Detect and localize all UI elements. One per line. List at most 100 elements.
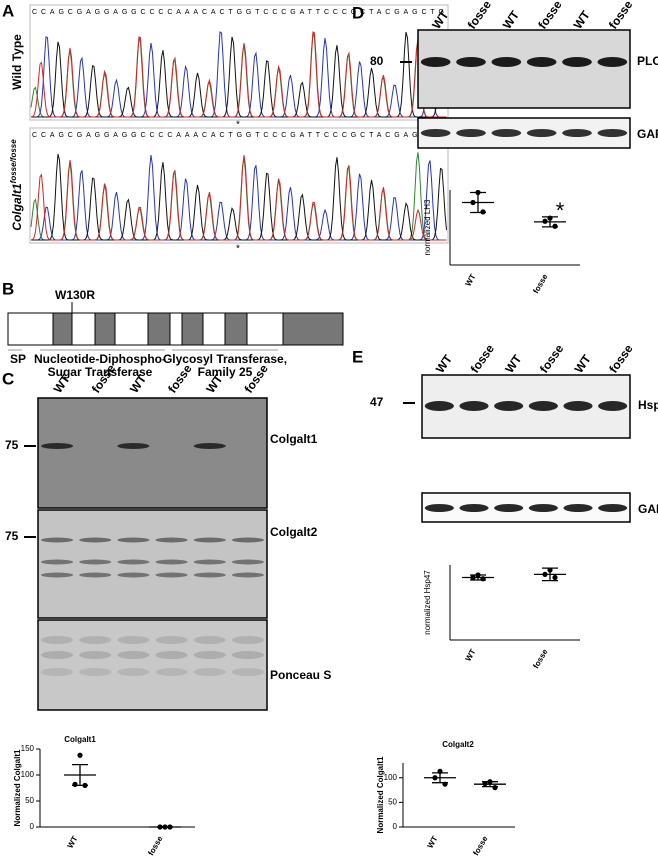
mw-marker: 75	[5, 529, 19, 543]
sequence: CCAGCGAGGAGGCCCCAAACACTGGTCCCGATTCCCGCTA…	[32, 9, 444, 16]
y-axis-title: normalized Hsp47	[423, 570, 432, 635]
band	[79, 559, 112, 565]
domain-label: Sugar Transferase	[48, 365, 153, 379]
x-tick-label: fosse	[471, 834, 490, 857]
blot	[421, 492, 631, 523]
band	[41, 537, 74, 543]
blot-label: Ponceau S	[270, 668, 331, 682]
dot	[167, 824, 173, 830]
lane-label: fosse	[468, 342, 498, 376]
band	[597, 129, 628, 137]
band	[598, 401, 628, 411]
domain-label: Nucleotide-Diphospho-	[34, 352, 166, 366]
band	[79, 537, 112, 543]
band	[117, 651, 150, 659]
lane-label: WT	[571, 8, 594, 32]
dot	[482, 781, 488, 787]
band	[424, 504, 454, 512]
blot-label: Colgalt1	[270, 432, 318, 446]
band	[117, 559, 150, 565]
gene: Colgalt1	[10, 183, 24, 231]
blot	[37, 397, 268, 509]
x-tick-label: fosse	[146, 834, 165, 857]
y-tick-label: 50	[25, 796, 34, 805]
band	[494, 504, 524, 512]
band	[155, 572, 188, 578]
y-tick-label: 50	[388, 797, 397, 806]
band	[193, 537, 226, 543]
band	[526, 57, 557, 67]
lane-label: WT	[433, 352, 456, 376]
dot	[475, 189, 481, 196]
band	[231, 636, 264, 644]
band	[528, 401, 558, 411]
band	[117, 636, 150, 644]
domain-label: SP	[10, 352, 26, 366]
lane-label: fosse	[465, 0, 495, 32]
lane-label: fosse	[535, 0, 565, 32]
mutation: W130R	[55, 288, 95, 302]
lane-label: fosse	[165, 362, 195, 396]
dot	[552, 223, 558, 229]
band	[456, 129, 486, 137]
dot	[542, 571, 548, 577]
band	[79, 572, 112, 578]
band	[155, 636, 188, 644]
blot-label: PLOD3	[637, 54, 658, 68]
dot	[432, 775, 438, 781]
blot	[37, 619, 268, 711]
blot	[417, 117, 631, 149]
band	[41, 636, 74, 644]
chart-title: Colgalt1	[64, 735, 96, 744]
trace	[30, 155, 447, 241]
trace	[31, 155, 447, 241]
band	[563, 401, 593, 411]
band	[420, 129, 451, 137]
y-tick-label: 0	[393, 822, 398, 831]
band	[79, 668, 112, 676]
lane-label: WT	[572, 352, 595, 376]
domain-label: Glycosyl Transferase,	[163, 352, 287, 366]
dot	[480, 576, 486, 582]
band	[231, 559, 264, 565]
lane-label: WT	[502, 352, 525, 376]
x-tick-label: fosse	[531, 272, 550, 295]
lane-label: WT	[500, 8, 523, 32]
y-tick-label: 100	[384, 773, 398, 782]
band	[231, 572, 264, 578]
blot	[417, 29, 631, 109]
band	[117, 443, 150, 449]
band	[41, 443, 74, 449]
band	[193, 668, 226, 676]
band	[117, 537, 150, 543]
marker: *	[236, 120, 240, 131]
trace	[30, 31, 447, 118]
x-tick-label: WT	[66, 834, 80, 849]
dot	[82, 782, 88, 789]
band	[231, 651, 264, 659]
y-axis-title: normalized LH3	[423, 199, 432, 256]
dot	[470, 574, 476, 581]
panel-label: E	[352, 347, 363, 366]
panel-label: B	[2, 279, 14, 298]
mw-marker: 75	[5, 438, 19, 452]
band	[193, 636, 226, 644]
band	[420, 57, 451, 67]
y-axis-title: Normalized Colgalt1	[13, 749, 22, 826]
band	[155, 651, 188, 659]
band	[193, 559, 226, 565]
band	[459, 504, 489, 512]
panel-label: C	[2, 369, 14, 388]
band	[193, 651, 226, 659]
blot-label: GAPDH	[638, 502, 658, 516]
band	[562, 57, 592, 67]
y-tick-label: 150	[21, 744, 35, 753]
band	[41, 559, 74, 565]
row-label: Colgalt1fosse/fosse	[9, 139, 24, 231]
panel-label: D	[352, 3, 364, 22]
trace	[31, 153, 447, 241]
band	[598, 504, 628, 512]
dot	[437, 768, 443, 774]
dot	[542, 218, 548, 224]
